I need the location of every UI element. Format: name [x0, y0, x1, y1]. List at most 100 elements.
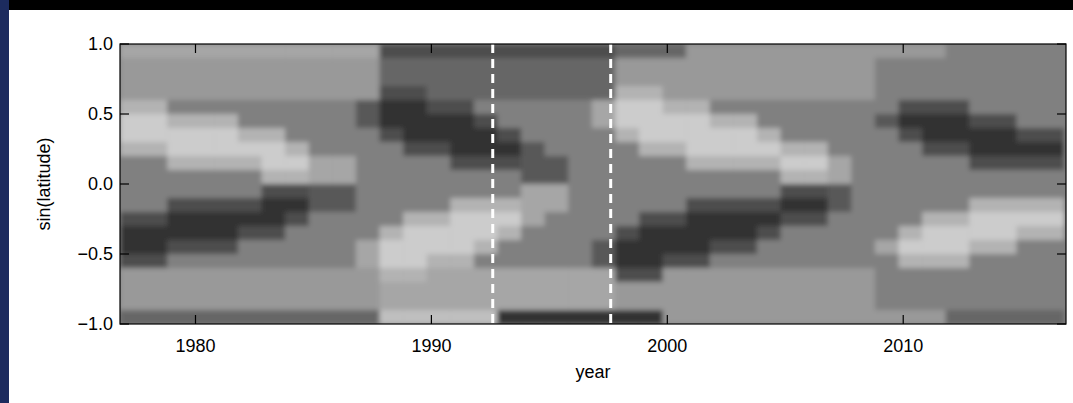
- cell: [1016, 310, 1040, 324]
- cell: [450, 282, 474, 297]
- cell: [875, 128, 899, 143]
- cell: [497, 240, 521, 255]
- cell: [639, 198, 663, 213]
- cell: [592, 44, 616, 59]
- cell: [733, 170, 757, 185]
- cell: [238, 128, 262, 143]
- cell: [497, 44, 521, 59]
- cell: [969, 268, 993, 283]
- cell: [946, 226, 970, 241]
- cell: [144, 282, 168, 297]
- cell: [427, 142, 451, 157]
- cell: [356, 86, 380, 101]
- cell: [851, 86, 875, 101]
- cell: [474, 212, 498, 227]
- cell: [686, 58, 710, 73]
- cell: [993, 240, 1017, 255]
- cell: [403, 86, 427, 101]
- cell: [332, 128, 356, 143]
- cell: [592, 170, 616, 185]
- cell: [497, 100, 521, 115]
- cell: [851, 212, 875, 227]
- cell: [285, 212, 309, 227]
- cell: [757, 310, 781, 324]
- cell: [828, 310, 852, 324]
- cell: [521, 254, 545, 269]
- cell: [356, 282, 380, 297]
- cell: [144, 296, 168, 311]
- cell: [144, 86, 168, 101]
- cell: [427, 100, 451, 115]
- cell: [144, 58, 168, 73]
- cell: [969, 212, 993, 227]
- cell: [781, 254, 805, 269]
- cell: [214, 72, 238, 87]
- cell: [1016, 296, 1040, 311]
- cell: [545, 282, 569, 297]
- cell: [639, 296, 663, 311]
- cell: [828, 296, 852, 311]
- cell: [781, 184, 805, 199]
- cell: [285, 86, 309, 101]
- cell: [238, 72, 262, 87]
- y-tick-label: −0.5: [77, 244, 113, 264]
- cell: [615, 72, 639, 87]
- cell: [474, 226, 498, 241]
- cell: [309, 212, 333, 227]
- cell: [120, 156, 144, 171]
- cell: [781, 86, 805, 101]
- cell: [851, 310, 875, 324]
- cell: [427, 226, 451, 241]
- cell: [262, 114, 286, 129]
- cell: [497, 114, 521, 129]
- cell: [663, 240, 687, 255]
- cell: [828, 72, 852, 87]
- cell: [804, 268, 828, 283]
- cell: [922, 128, 946, 143]
- cell: [781, 44, 805, 59]
- cell: [427, 310, 451, 324]
- cell: [167, 282, 191, 297]
- cell: [568, 240, 592, 255]
- slide-band: [0, 0, 1073, 10]
- cell: [120, 254, 144, 269]
- cell: [380, 58, 404, 73]
- cell: [710, 114, 734, 129]
- cell: [592, 240, 616, 255]
- x-tick-label: 2010: [883, 336, 923, 356]
- cell: [497, 58, 521, 73]
- cell: [1016, 86, 1040, 101]
- cell: [1016, 114, 1040, 129]
- cell: [262, 240, 286, 255]
- cell: [285, 100, 309, 115]
- cell: [639, 72, 663, 87]
- cell: [615, 100, 639, 115]
- cell: [733, 282, 757, 297]
- cell: [191, 212, 215, 227]
- cell: [875, 58, 899, 73]
- cell: [144, 268, 168, 283]
- cell: [804, 142, 828, 157]
- cell: [710, 198, 734, 213]
- cell: [427, 86, 451, 101]
- cell: [615, 254, 639, 269]
- cell: [545, 58, 569, 73]
- cell: [615, 226, 639, 241]
- cell: [120, 282, 144, 297]
- cell: [309, 184, 333, 199]
- cell: [922, 296, 946, 311]
- cell: [214, 142, 238, 157]
- plot-frame: [120, 44, 1066, 324]
- cell: [120, 170, 144, 185]
- cell: [144, 100, 168, 115]
- cell: [120, 226, 144, 241]
- cell: [686, 100, 710, 115]
- cell: [1016, 240, 1040, 255]
- cell: [167, 212, 191, 227]
- x-axis-title: year: [575, 362, 610, 382]
- cell: [781, 296, 805, 311]
- cell: [922, 100, 946, 115]
- cell: [380, 310, 404, 324]
- cell: [427, 212, 451, 227]
- cell: [450, 240, 474, 255]
